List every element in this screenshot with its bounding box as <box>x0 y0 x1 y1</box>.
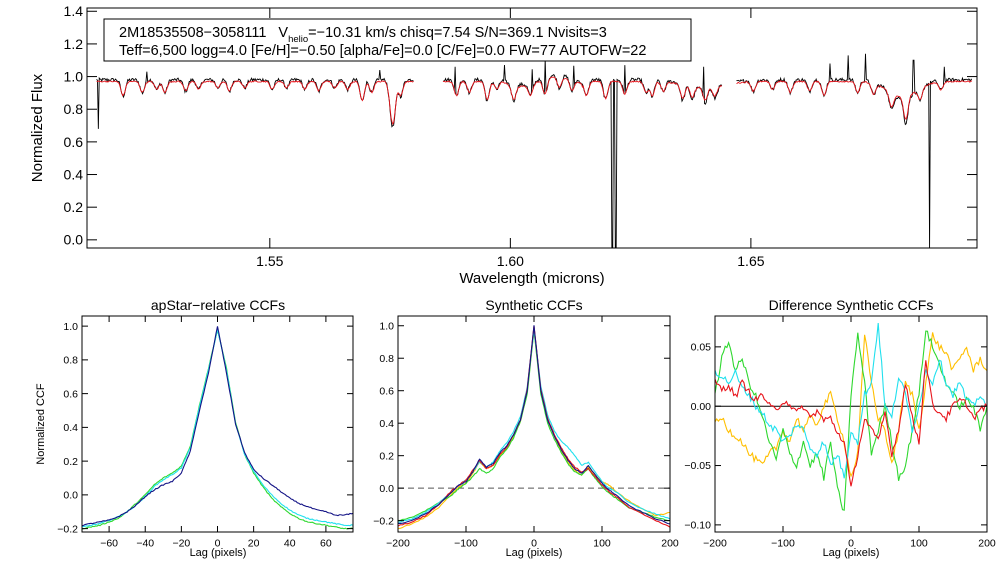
spectrum-synthetic-model-segment-3 <box>736 80 973 120</box>
synthetic-ccf-panel: Synthetic CCFs −200 −100 0 100 200 −0.2 0.0 0.2… <box>373 297 679 559</box>
apstar-ccf-y-axis-label: Normalized CCF <box>35 383 47 465</box>
spectrum-x-tick-label: 1.55 <box>256 253 283 269</box>
annotation-v-label: V <box>278 25 288 41</box>
panel-3-y-tick-label: −0.05 <box>684 460 711 472</box>
panel-3-series-red <box>714 360 988 487</box>
panel-3-x-tick-label: 200 <box>978 538 996 550</box>
panel-2-y-tick-label: 0.2 <box>379 450 394 462</box>
spectrum-x-tick-label: 1.60 <box>497 253 524 269</box>
panel-3-x-tick-label: 100 <box>910 538 928 550</box>
spectrum-x-tick-label: 1.65 <box>737 253 764 269</box>
panel-1-y-tick-label: 0.8 <box>63 355 78 367</box>
spectrum-x-axis-label: Wavelength (microns) <box>459 270 604 287</box>
annotation-line-1: 2M18535508−3058111 Vhelio=−10.31 km/s chi… <box>119 25 607 45</box>
spectrum-panel: 1.55 1.60 1.65 0.0 0.2 0.4 0.6 0.8 1.0 1.2 1.4 Wav… <box>29 3 978 287</box>
panel-3-x-tick-label: −200 <box>703 538 727 550</box>
difference-ccf-x-axis-label: Lag (pixels) <box>823 547 880 559</box>
panel-3-series-orange <box>714 332 988 478</box>
annotation-line-2: Teff=6,500 logg=4.0 [Fe/H]=−0.50 [alpha/… <box>119 43 646 59</box>
panel-1-x-tick-label: 40 <box>284 538 296 550</box>
spectrum-y-tick-label: 0.6 <box>64 134 84 150</box>
spectrum-y-tick-label: 1.2 <box>64 36 84 52</box>
spectrum-synthetic-model-segment-2 <box>442 76 723 101</box>
panel-2-series-navy <box>397 325 671 525</box>
panel-1-x-tick-label: −20 <box>172 538 190 550</box>
panel-3-y-tick-label: 0.00 <box>691 401 712 413</box>
panel-2-x-tick-label: 0 <box>531 538 537 550</box>
panel-1-x-tick-label: 0 <box>215 538 221 550</box>
panel-1-y-tick-label: −0.2 <box>57 523 78 535</box>
panel-2-x-tick-label: −100 <box>454 538 478 550</box>
spectrum-y-tick-label: 0.2 <box>64 199 84 215</box>
annotation-v-subscript: helio <box>288 34 308 45</box>
spectrum-y-tick-label: 0.4 <box>64 166 84 182</box>
panel-1-y-tick-label: 0.6 <box>63 388 78 400</box>
annotation-line-1-rest: =−10.31 km/s chisq=7.54 S/N=369.1 Nvisit… <box>308 25 607 41</box>
panel-1-x-tick-label: 20 <box>248 538 260 550</box>
apstar-ccf-panel: apStar−relative CCFs −60 −40 −20 0 20 40 60 −0.… <box>35 297 354 559</box>
panel-2-y-tick-label: −0.2 <box>373 515 394 527</box>
annotation-star-id: 2M18535508−3058111 <box>119 25 266 41</box>
panel-2-y-tick-label: 1.0 <box>379 320 394 332</box>
panel-1-y-tick-label: 1.0 <box>63 321 78 333</box>
panel-3-series-cyan <box>714 322 988 479</box>
synthetic-ccf-title: Synthetic CCFs <box>485 297 582 313</box>
spectrum-synthetic-model-segment-1 <box>96 80 414 126</box>
difference-ccf-title: Difference Synthetic CCFs <box>769 297 934 313</box>
spectrum-y-tick-label: 1.0 <box>64 68 84 84</box>
synthetic-ccf-x-axis-label: Lag (pixels) <box>506 547 563 559</box>
panel-2-x-tick-label: −200 <box>386 538 410 550</box>
panel-1-series-navy <box>81 326 354 527</box>
panel-2-x-tick-label: 100 <box>593 538 611 550</box>
annotation-box <box>103 18 692 62</box>
spectrum-plot-frame <box>86 7 978 249</box>
panel-3-x-tick-label: −100 <box>771 538 795 550</box>
panel-2-y-tick-label: 0.4 <box>379 418 394 430</box>
difference-ccf-panel: Difference Synthetic CCFs −200 −100 0 100 20… <box>684 297 995 559</box>
spectrum-y-axis-label: Normalized Flux <box>29 73 46 182</box>
spectrum-y-tick-label: 0.8 <box>64 101 84 117</box>
panel-2-y-tick-label: 0.0 <box>379 483 394 495</box>
spectrum-ticks: 1.55 1.60 1.65 0.0 0.2 0.4 0.6 0.8 1.0 1.2 1.4 <box>64 3 977 269</box>
panel-3-y-tick-label: −0.10 <box>684 520 711 532</box>
panel-3-y-tick-label: 0.05 <box>691 342 712 354</box>
spectrum-annotation: 2M18535508−3058111 Vhelio=−10.31 km/s chi… <box>103 18 692 62</box>
panel-2-y-tick-label: 0.6 <box>379 385 394 397</box>
panel-1-y-tick-label: 0.2 <box>63 456 78 468</box>
panel-1-x-tick-label: 60 <box>320 538 332 550</box>
apstar-ccf-title: apStar−relative CCFs <box>151 297 285 313</box>
spectrum-y-tick-label: 0.0 <box>64 232 84 248</box>
panel-1-y-tick-label: 0.4 <box>63 422 78 434</box>
panel-1-y-tick-label: 0.0 <box>63 490 78 502</box>
panel-1-x-tick-label: −60 <box>100 538 118 550</box>
panel-1-x-tick-label: −40 <box>136 538 154 550</box>
apstar-ccf-x-axis-label: Lag (pixels) <box>190 547 247 559</box>
panel-2-y-tick-label: 0.8 <box>379 353 394 365</box>
panel-3-x-tick-label: 0 <box>848 538 854 550</box>
spectrum-y-tick-label: 1.4 <box>64 3 84 19</box>
panel-2-x-tick-label: 200 <box>661 538 679 550</box>
